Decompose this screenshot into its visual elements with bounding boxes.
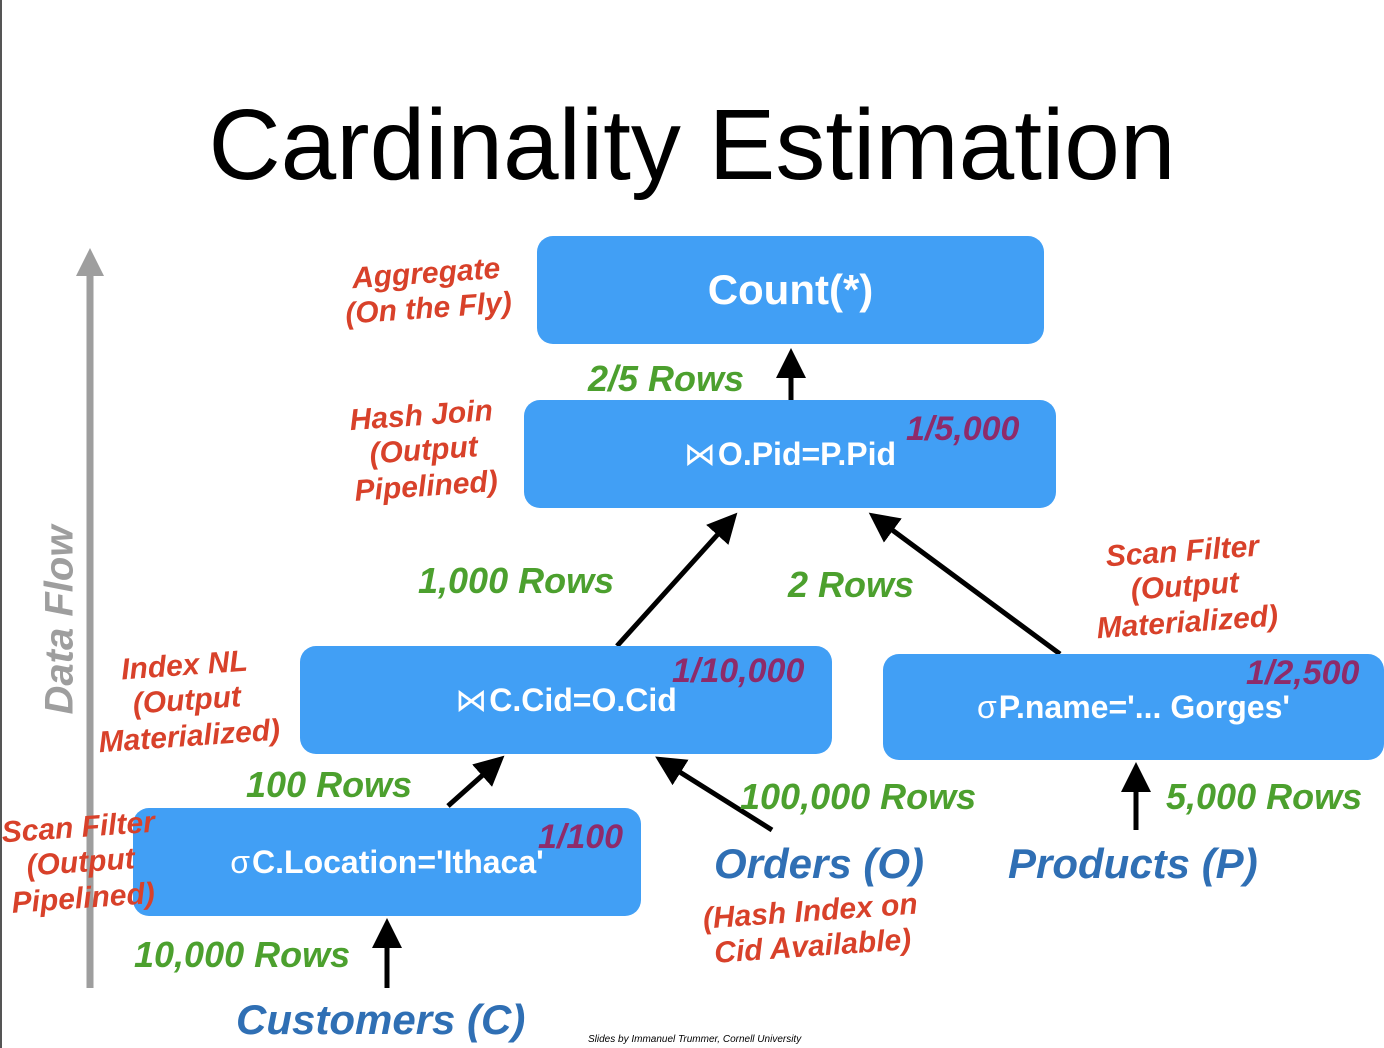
rows-join1-out: 1,000 Rows	[418, 560, 615, 601]
slide-title: Cardinality Estimation	[208, 89, 1176, 201]
arrow-filterp-to-join2	[868, 512, 1062, 657]
table-orders: Orders (O)	[714, 840, 925, 887]
annotation-orders-hash-index: (Hash Index on Cid Available)	[701, 887, 919, 971]
data-flow-label: Data Flow	[37, 525, 82, 715]
arrow-orders-to-join1	[655, 756, 774, 833]
rows-filterc-out: 100 Rows	[246, 764, 413, 805]
left-border	[0, 0, 2, 1048]
rows-to-count: 2/5 Rows	[588, 358, 745, 399]
rows-products-in: 5,000 Rows	[1166, 776, 1363, 817]
join-cid-node: ⋈ C.Cid=O.Cid	[300, 646, 832, 754]
select-symbol-icon: σ	[977, 688, 997, 725]
count-node: Count(*)	[537, 236, 1044, 344]
join-cid-selectivity: 1/10,000	[672, 652, 805, 690]
table-products: Products (P)	[1008, 840, 1258, 887]
filter-customers-expr: C.Location='Ithaca'	[252, 843, 544, 880]
join-symbol-icon: ⋈	[683, 436, 716, 472]
annotation-aggregate: Aggregate (On the Fly)	[344, 251, 513, 332]
join-pid-node: ⋈ O.Pid=P.Pid	[524, 400, 1056, 508]
join-pid-expr: O.Pid=P.Pid	[717, 435, 897, 472]
filter-products-selectivity: 1/2,500	[1246, 654, 1360, 692]
join-cid-expr: C.Cid=O.Cid	[489, 681, 677, 718]
filter-customers-selectivity: 1/100	[538, 818, 624, 856]
annotation-scan-filter-customers: Scan Filter (Output Pipelined)	[0, 805, 156, 920]
annotation-hash-join: Hash Join (Output Pipelined)	[348, 394, 499, 508]
rows-customers-in: 10,000 Rows	[134, 934, 351, 975]
arrow-filterc-to-join1	[446, 755, 505, 808]
filter-products-node: σ P.name='... Gorges'	[883, 654, 1384, 760]
table-customers: Customers (C)	[236, 996, 526, 1043]
annotation-scan-filter-products: Scan Filter (Output Materialized)	[1095, 529, 1280, 645]
rows-filterp-out: 2 Rows	[788, 564, 915, 605]
filter-customers-node: σ C.Location='Ithaca'	[133, 808, 641, 916]
select-symbol-icon: σ	[230, 843, 251, 880]
join-symbol-icon: ⋈	[455, 682, 488, 718]
annotation-index-nl: Index NL (Output Materialized)	[97, 644, 282, 759]
rows-orders-in: 100,000 Rows	[740, 776, 977, 817]
join-pid-selectivity: 1/5,000	[906, 410, 1020, 448]
slide-credit: Slides by Immanuel Trummer, Cornell Univ…	[588, 1034, 802, 1045]
count-label: Count(*)	[707, 266, 874, 313]
filter-products-expr: P.name='... Gorges'	[998, 688, 1290, 725]
arrow-join1-to-join2	[615, 512, 738, 648]
